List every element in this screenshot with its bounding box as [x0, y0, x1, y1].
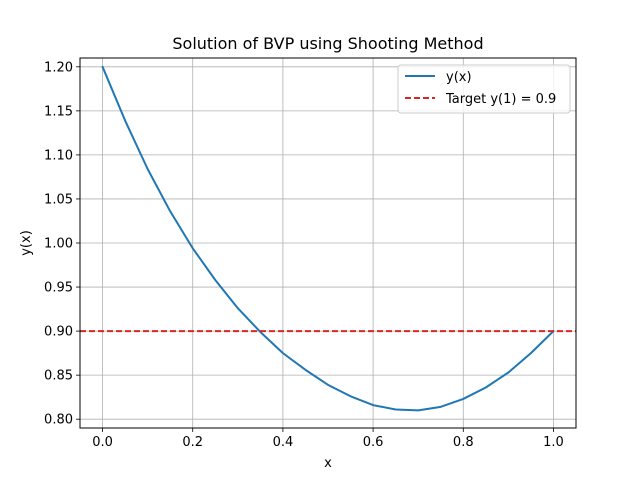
- x-axis-label: x: [324, 456, 332, 471]
- x-tick-label: 0.4: [273, 435, 294, 450]
- x-tick-label: 1.0: [543, 435, 564, 450]
- plot-lines: [80, 65, 576, 412]
- y-axis: 0.80 0.85 0.90 0.95 1.00 1.05 1.10 1.15 1.20: [44, 60, 80, 428]
- legend-label-y: y(x): [446, 70, 472, 85]
- y-tick-label: 1.20: [44, 60, 73, 75]
- x-tick-label: 0.2: [182, 435, 203, 450]
- y-tick-label: 1.00: [44, 237, 73, 252]
- y-axis-label: y(x): [19, 230, 34, 256]
- y-tick-label: 0.95: [44, 281, 73, 296]
- y-tick-label: 1.10: [44, 148, 73, 163]
- y-tick-label: 1.15: [44, 104, 73, 119]
- y-tick-label: 0.80: [44, 413, 73, 428]
- x-tick-label: 0.0: [92, 435, 113, 450]
- x-tick-label: 0.6: [363, 435, 384, 450]
- legend: y(x) Target y(1) = 0.9: [397, 64, 571, 114]
- legend-box: [397, 64, 571, 114]
- y-tick-label: 1.05: [44, 192, 73, 207]
- chart-title: Solution of BVP using Shooting Method: [172, 34, 483, 53]
- y-tick-label: 0.85: [44, 369, 73, 384]
- x-axis: 0.0 0.2 0.4 0.6 0.8 1.0: [92, 428, 564, 450]
- legend-label-target: Target y(1) = 0.9: [445, 92, 556, 107]
- y-tick-label: 0.90: [44, 325, 73, 340]
- series-line-y: [101, 65, 555, 412]
- x-tick-label: 0.8: [453, 435, 474, 450]
